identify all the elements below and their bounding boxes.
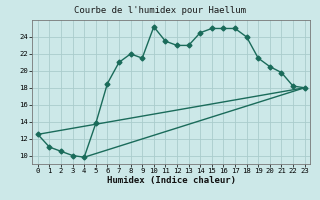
Text: Courbe de l'humidex pour Haellum: Courbe de l'humidex pour Haellum [74, 6, 246, 15]
X-axis label: Humidex (Indice chaleur): Humidex (Indice chaleur) [107, 176, 236, 185]
